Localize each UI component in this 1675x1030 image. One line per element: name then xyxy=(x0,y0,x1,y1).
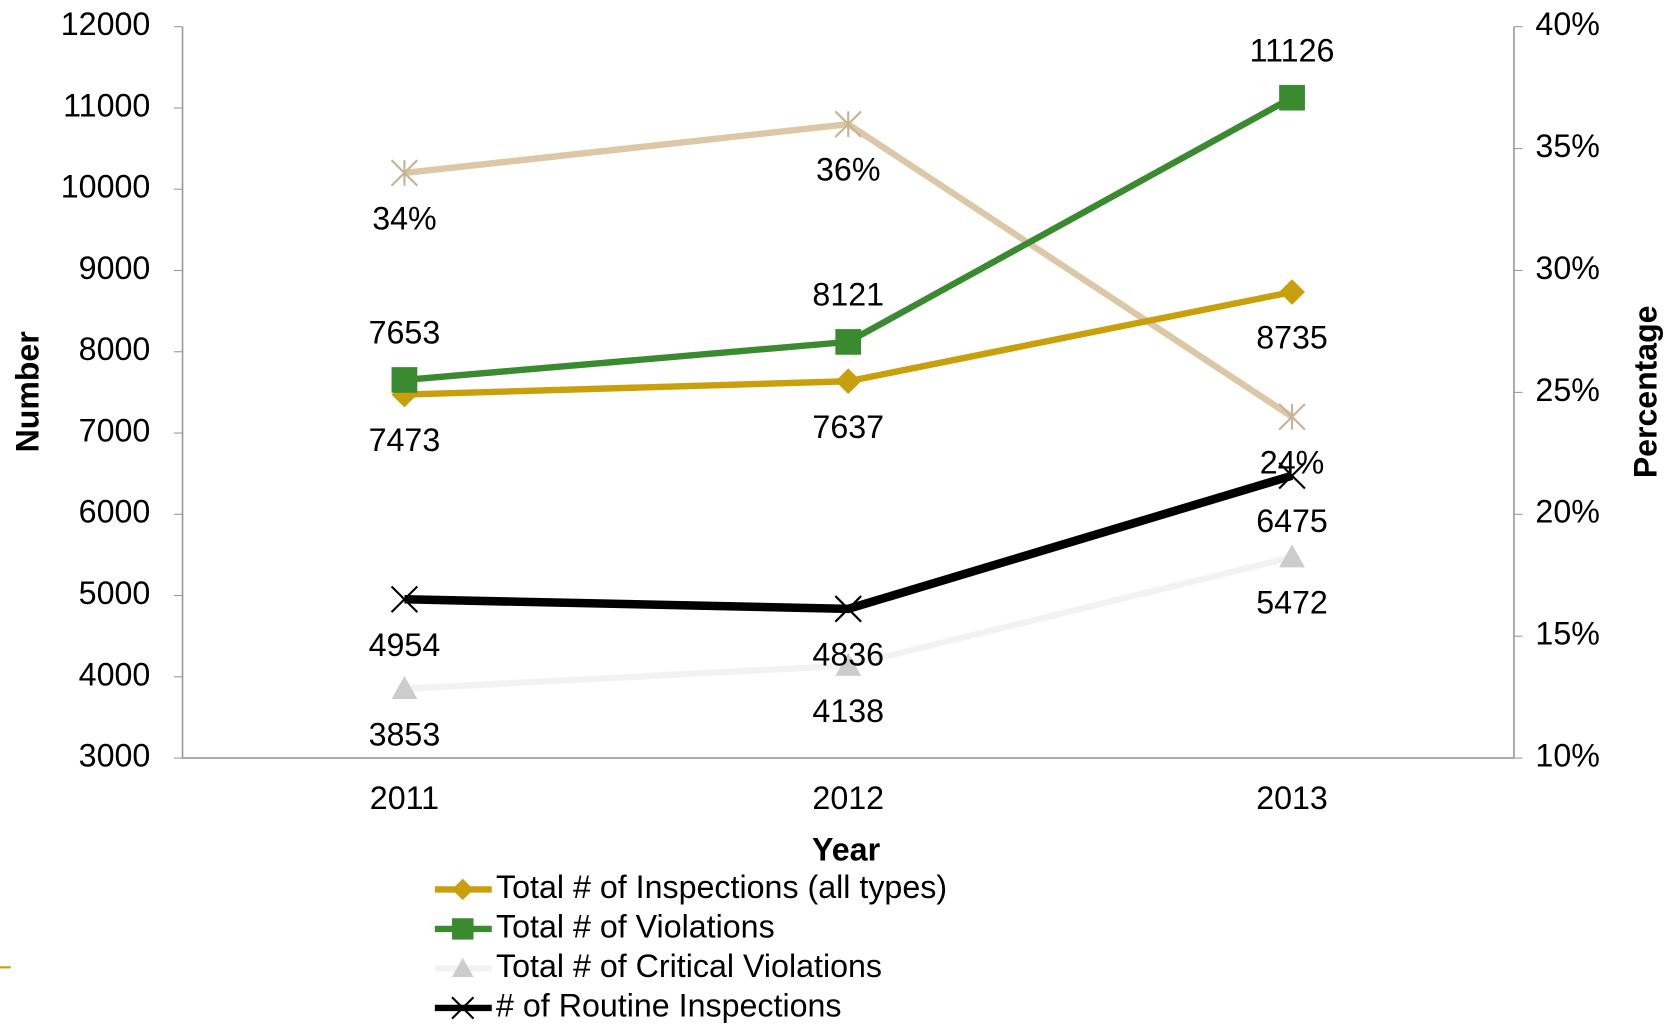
y-axis-title: Number xyxy=(9,331,45,452)
y2-tick-label: 35% xyxy=(1535,128,1599,164)
legend-label: # of Routine Inspections xyxy=(496,987,841,1023)
legend-label: Total # of Inspections (all types) xyxy=(496,869,947,905)
data-label: 8121 xyxy=(812,277,884,313)
x-tick-label: 2012 xyxy=(812,780,884,816)
marker xyxy=(452,918,474,940)
data-label: 6475 xyxy=(1256,503,1328,539)
y-tick-label: 10000 xyxy=(61,169,151,205)
y-tick-label: 6000 xyxy=(79,494,151,530)
marker xyxy=(390,585,419,613)
legend-label: Total # of Critical Violations xyxy=(496,948,882,984)
y-tick-label: 12000 xyxy=(61,6,151,42)
marker xyxy=(1279,279,1305,305)
y2-tick-label: 40% xyxy=(1535,6,1599,42)
x-axis-title: Year xyxy=(812,832,881,868)
y2-tick-label: 10% xyxy=(1535,738,1599,774)
data-label: 4138 xyxy=(812,693,884,729)
y-tick-label: 3000 xyxy=(79,738,151,774)
marker xyxy=(835,368,862,395)
marker xyxy=(391,675,418,700)
legend-label: Total # of Violations xyxy=(496,908,775,944)
marker xyxy=(835,329,862,355)
y-tick-label: 5000 xyxy=(79,575,151,611)
data-label: 3853 xyxy=(369,716,441,752)
marker xyxy=(1278,403,1306,431)
y-tick-label: 9000 xyxy=(79,250,151,286)
y2-tick-label: 20% xyxy=(1535,494,1599,530)
marker xyxy=(1279,84,1305,111)
y2-tick-label: 25% xyxy=(1535,372,1599,408)
marker xyxy=(1279,544,1305,568)
data-label: 7637 xyxy=(812,409,884,445)
data-label: 7473 xyxy=(369,422,441,458)
marker xyxy=(391,367,418,393)
y-tick-label: 11000 xyxy=(63,87,150,123)
marker xyxy=(452,878,474,901)
data-label: 4954 xyxy=(369,627,441,663)
marker xyxy=(390,159,419,187)
marker xyxy=(835,652,862,676)
marker xyxy=(451,996,475,1020)
data-label: 36% xyxy=(816,152,880,188)
data-label: 5472 xyxy=(1256,585,1328,621)
y2-axis-title: Percentage xyxy=(1628,306,1664,479)
data-label: 8735 xyxy=(1256,320,1328,356)
y-tick-label: 8000 xyxy=(79,331,151,367)
marker xyxy=(452,957,474,977)
x-tick-label: 2011 xyxy=(370,780,439,816)
y2-tick-label: 30% xyxy=(1535,250,1599,286)
data-label: 34% xyxy=(372,201,436,237)
y2-tick-label: 15% xyxy=(1535,616,1599,652)
data-label: 7653 xyxy=(369,315,441,351)
y-tick-label: 4000 xyxy=(79,656,151,692)
marker xyxy=(834,110,862,138)
marker xyxy=(834,595,862,623)
data-label: 4836 xyxy=(812,636,884,672)
x-tick-label: 2013 xyxy=(1256,780,1328,816)
y-tick-label: 7000 xyxy=(79,413,151,449)
data-label: 11126 xyxy=(1250,32,1335,68)
marker xyxy=(1278,462,1306,490)
